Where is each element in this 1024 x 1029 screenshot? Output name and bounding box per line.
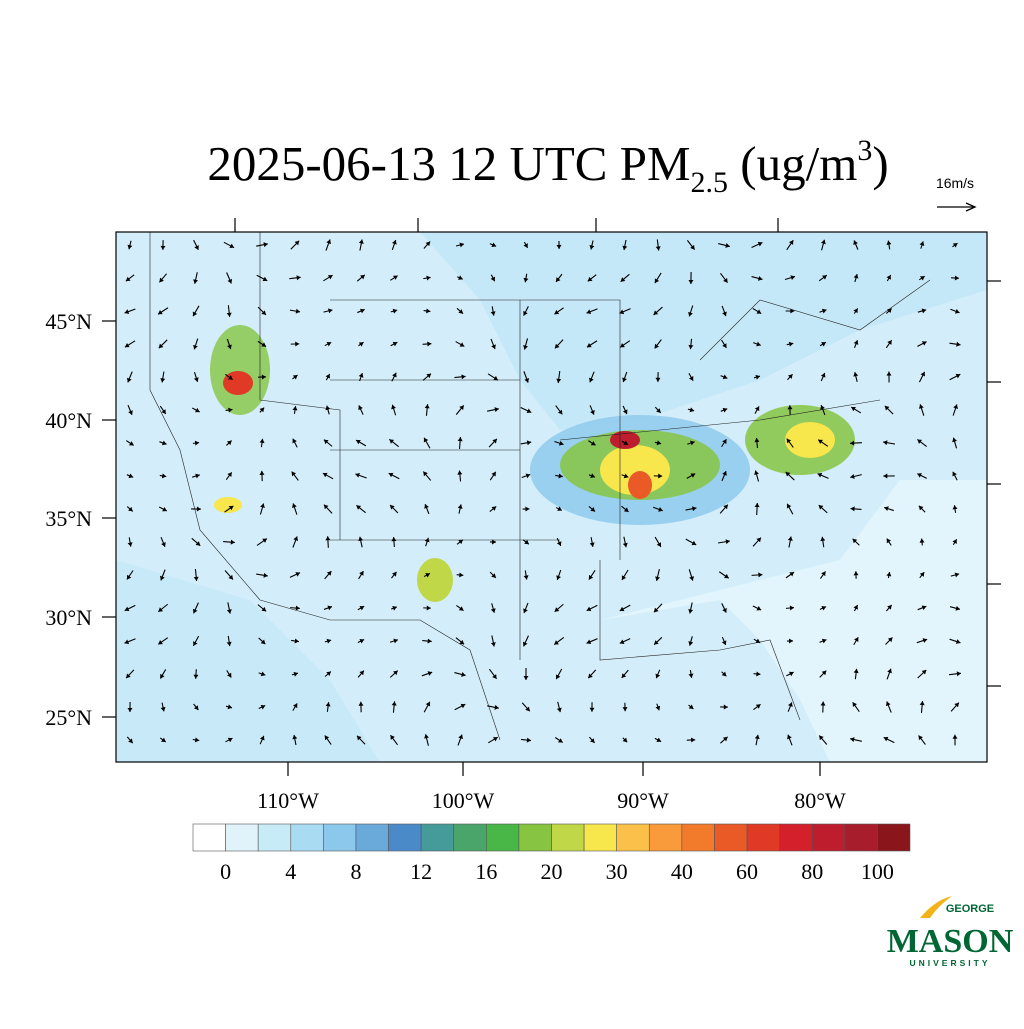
colorbar-label: 100 (861, 859, 894, 884)
vector-scale-arrow (937, 203, 975, 211)
colorbar: 0 4 8 12 16 20 30 40 60 80 100 (193, 824, 910, 884)
colorbar-swatch (356, 824, 389, 851)
map-title: 2025-06-13 12 UTC PM2.5 (ug/m3) (207, 134, 888, 199)
colorbar-label: 40 (671, 859, 693, 884)
map-area (116, 232, 987, 762)
colorbar-label: 16 (475, 859, 497, 884)
colorbar-swatch (812, 824, 845, 851)
title-unit-close: ) (872, 136, 888, 191)
logo-bottom: UNIVERSITY (909, 958, 990, 968)
colorbar-label: 4 (285, 859, 296, 884)
colorbar-label: 0 (220, 859, 231, 884)
lon-label: 90°W (617, 788, 669, 813)
colorbar-label: 80 (801, 859, 823, 884)
title-unit: (ug/m (728, 136, 857, 191)
title-main: 2025-06-13 12 UTC PM (207, 136, 690, 191)
colorbar-swatch (682, 824, 715, 851)
colorbar-swatch (193, 824, 226, 851)
lat-label: 45°N (45, 309, 92, 334)
colorbar-swatch (323, 824, 356, 851)
lat-label: 35°N (45, 506, 92, 531)
colorbar-swatch (291, 824, 324, 851)
colorbar-label: 60 (736, 859, 758, 884)
colorbar-label: 20 (541, 859, 563, 884)
lat-label: 30°N (45, 605, 92, 630)
colorbar-swatch (877, 824, 910, 851)
lon-label: 80°W (794, 788, 846, 813)
logo: GEORGE MASON UNIVERSITY (887, 896, 1014, 968)
colorbar-swatch (486, 824, 519, 851)
vector-scale-label: 16m/s (936, 175, 974, 191)
colorbar-swatch (747, 824, 780, 851)
lon-label: 100°W (432, 788, 495, 813)
colorbar-swatch (617, 824, 650, 851)
colorbar-swatch (226, 824, 259, 851)
colorbar-swatch (649, 824, 682, 851)
logo-main: MASON (887, 923, 1014, 960)
lat-label: 40°N (45, 408, 92, 433)
colorbar-label: 12 (410, 859, 432, 884)
colorbar-swatch (389, 824, 422, 851)
colorbar-swatch (714, 824, 747, 851)
colorbar-swatch (845, 824, 878, 851)
title-subscript: 2.5 (691, 166, 729, 199)
logo-top: GEORGE (946, 903, 994, 915)
colorbar-swatch (454, 824, 487, 851)
lat-label: 25°N (45, 705, 92, 730)
colorbar-swatch (780, 824, 813, 851)
title-superscript: 3 (857, 134, 872, 167)
colorbar-swatch (258, 824, 291, 851)
colorbar-swatch (552, 824, 585, 851)
lon-label: 110°W (257, 788, 319, 813)
colorbar-swatch (519, 824, 552, 851)
colorbar-swatch (584, 824, 617, 851)
colorbar-label: 8 (350, 859, 361, 884)
colorbar-swatch (421, 824, 454, 851)
colorbar-label: 30 (606, 859, 628, 884)
